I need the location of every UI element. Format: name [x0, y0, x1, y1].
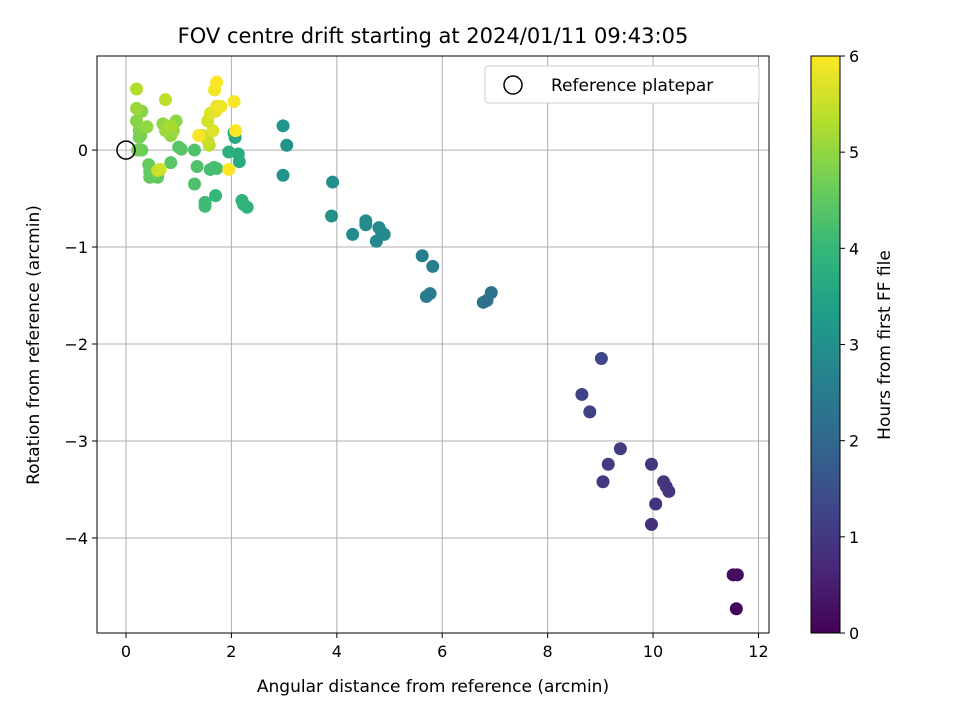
scatter-point — [644, 517, 658, 531]
y-axis-label: Rotation from reference (arcmin) — [24, 205, 44, 485]
scatter-point — [153, 162, 167, 176]
scatter-point — [159, 93, 173, 107]
colorbar-tick-label: 4 — [849, 239, 859, 258]
scatter-point — [130, 101, 144, 115]
scatter-point — [229, 124, 243, 138]
colorbar-tick-label: 0 — [849, 624, 859, 643]
scatter-point — [575, 387, 589, 401]
scatter-point — [209, 189, 223, 203]
scatter-point — [188, 177, 202, 191]
scatter-point — [613, 442, 627, 456]
x-tick-label: 2 — [226, 642, 236, 661]
colorbar-tick-label: 3 — [849, 336, 859, 355]
scatter-point — [377, 227, 391, 241]
x-axis-label: Angular distance from reference (arcmin) — [257, 677, 609, 697]
scatter-point — [210, 161, 224, 175]
colorbar-tick-label: 2 — [849, 432, 859, 451]
x-tick-label: 8 — [543, 642, 553, 661]
colorbar-tick-label: 1 — [849, 528, 859, 547]
scatter-point — [164, 119, 178, 133]
reference-platepar-marker — [116, 140, 136, 160]
scatter-point — [210, 75, 224, 89]
scatter-point — [325, 209, 339, 223]
scatter-point — [729, 602, 743, 616]
x-tick-label: 6 — [437, 642, 447, 661]
scatter-point — [346, 227, 360, 241]
x-tick-label: 10 — [643, 642, 663, 661]
chart-title: FOV centre drift starting at 2024/01/11 … — [178, 24, 689, 48]
scatter-point — [583, 405, 597, 419]
scatter-point — [188, 143, 202, 157]
legend-reference-marker — [503, 75, 523, 95]
colorbar-tick-label: 5 — [849, 143, 859, 162]
scatter-point — [594, 352, 608, 366]
scatter-point — [198, 199, 212, 213]
scatter-point — [227, 95, 241, 109]
scatter-point — [164, 156, 178, 170]
scatter-point — [359, 214, 373, 228]
scatter-point — [237, 197, 251, 211]
y-tick-label: −1 — [64, 238, 88, 257]
scatter-point — [190, 160, 204, 174]
x-axis-ticks: 0 2 4 6 8 10 12 — [121, 633, 769, 661]
colorbar-tick-label: 6 — [849, 47, 859, 66]
scatter-point — [222, 162, 236, 176]
scatter-point — [222, 145, 236, 159]
y-tick-label: 0 — [78, 141, 88, 160]
y-tick-label: −2 — [64, 335, 88, 354]
scatter-point — [644, 457, 658, 471]
scatter-point — [206, 124, 220, 138]
legend-label-reference-platepar: Reference platepar — [551, 76, 713, 96]
scatter-point — [140, 120, 154, 134]
colorbar-ticks: 0 1 2 3 4 5 6 — [840, 47, 859, 643]
scatter-point — [130, 82, 144, 96]
scatter-point — [601, 457, 615, 471]
scatter-point — [172, 140, 186, 154]
scatter-point — [415, 249, 429, 263]
scatter-point — [192, 129, 206, 143]
scatter-point — [423, 287, 437, 301]
y-tick-label: −3 — [64, 432, 88, 451]
colorbar: 0 1 2 3 4 5 6 Hours from first FF file — [810, 47, 895, 643]
scatter-point — [326, 175, 340, 189]
scatter-point — [276, 119, 290, 133]
scatter-point — [659, 480, 673, 494]
scatter-point — [649, 497, 663, 511]
data-points — [130, 75, 744, 616]
colorbar-label: Hours from first FF file — [875, 250, 895, 440]
scatter-point — [130, 114, 144, 128]
scatter-point — [730, 568, 744, 582]
scatter-point — [214, 99, 228, 113]
scatter-point — [276, 168, 290, 182]
colorbar-gradient — [811, 56, 840, 633]
legend-box — [484, 65, 760, 104]
x-tick-label: 0 — [121, 642, 131, 661]
scatter-point — [280, 138, 294, 152]
scatter-point — [484, 286, 498, 300]
scatter-point — [596, 475, 610, 489]
legend: Reference platepar — [484, 65, 760, 104]
y-axis-ticks: 0 −1 −2 −3 −4 — [64, 141, 97, 548]
x-tick-label: 12 — [748, 642, 768, 661]
y-tick-label: −4 — [64, 529, 88, 548]
x-tick-label: 4 — [332, 642, 342, 661]
scatter-point — [426, 259, 440, 273]
